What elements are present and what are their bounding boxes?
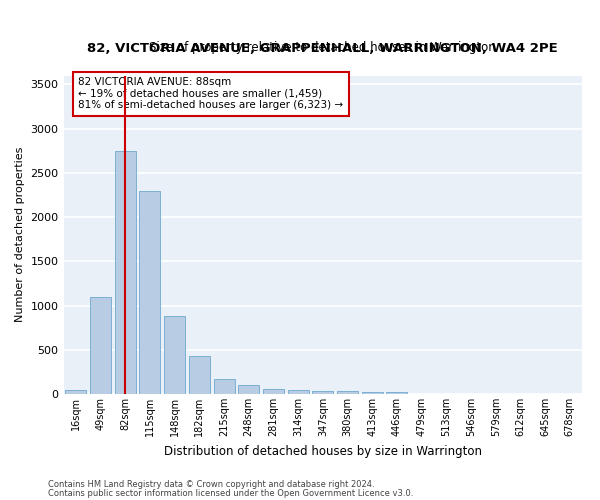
Bar — [90, 296, 111, 394]
Bar — [238, 385, 259, 394]
Y-axis label: Number of detached properties: Number of detached properties — [15, 147, 25, 322]
Bar — [287, 390, 308, 394]
Bar — [214, 379, 235, 394]
Bar — [115, 150, 136, 394]
Text: 82 VICTORIA AVENUE: 88sqm
← 19% of detached houses are smaller (1,459)
81% of se: 82 VICTORIA AVENUE: 88sqm ← 19% of detac… — [79, 78, 343, 110]
Text: 82, VICTORIA AVENUE, GRAPPENHALL, WARRINGTON, WA4 2PE: 82, VICTORIA AVENUE, GRAPPENHALL, WARRIN… — [88, 42, 558, 55]
Text: Contains HM Land Registry data © Crown copyright and database right 2024.: Contains HM Land Registry data © Crown c… — [48, 480, 374, 489]
Bar — [139, 190, 160, 394]
Bar — [263, 388, 284, 394]
X-axis label: Distribution of detached houses by size in Warrington: Distribution of detached houses by size … — [164, 444, 482, 458]
Bar — [337, 392, 358, 394]
Bar — [362, 392, 383, 394]
Bar — [164, 316, 185, 394]
Title: Size of property relative to detached houses in Warrington: Size of property relative to detached ho… — [149, 40, 496, 54]
Bar — [189, 356, 210, 394]
Bar — [386, 392, 407, 394]
Text: Contains public sector information licensed under the Open Government Licence v3: Contains public sector information licen… — [48, 488, 413, 498]
Bar — [313, 392, 334, 394]
Bar — [65, 390, 86, 394]
